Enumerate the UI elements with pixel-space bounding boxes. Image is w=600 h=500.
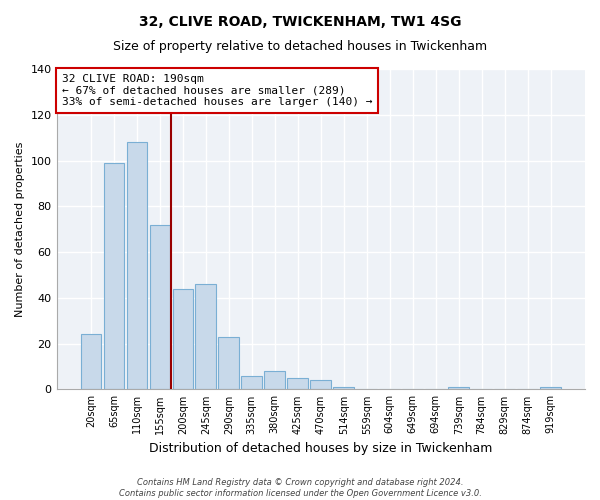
Bar: [310, 380, 331, 390]
Bar: [540, 387, 561, 390]
Bar: [265, 371, 285, 390]
Text: Contains HM Land Registry data © Crown copyright and database right 2024.
Contai: Contains HM Land Registry data © Crown c…: [119, 478, 481, 498]
Bar: [173, 288, 193, 390]
Text: Size of property relative to detached houses in Twickenham: Size of property relative to detached ho…: [113, 40, 487, 53]
Bar: [334, 387, 354, 390]
Bar: [218, 337, 239, 390]
Bar: [196, 284, 216, 390]
Text: 32 CLIVE ROAD: 190sqm
← 67% of detached houses are smaller (289)
33% of semi-det: 32 CLIVE ROAD: 190sqm ← 67% of detached …: [62, 74, 373, 107]
X-axis label: Distribution of detached houses by size in Twickenham: Distribution of detached houses by size …: [149, 442, 493, 455]
Bar: [448, 387, 469, 390]
Bar: [287, 378, 308, 390]
Bar: [241, 376, 262, 390]
Bar: [149, 224, 170, 390]
Text: 32, CLIVE ROAD, TWICKENHAM, TW1 4SG: 32, CLIVE ROAD, TWICKENHAM, TW1 4SG: [139, 15, 461, 29]
Bar: [127, 142, 147, 390]
Y-axis label: Number of detached properties: Number of detached properties: [15, 142, 25, 317]
Bar: [80, 334, 101, 390]
Bar: [104, 163, 124, 390]
